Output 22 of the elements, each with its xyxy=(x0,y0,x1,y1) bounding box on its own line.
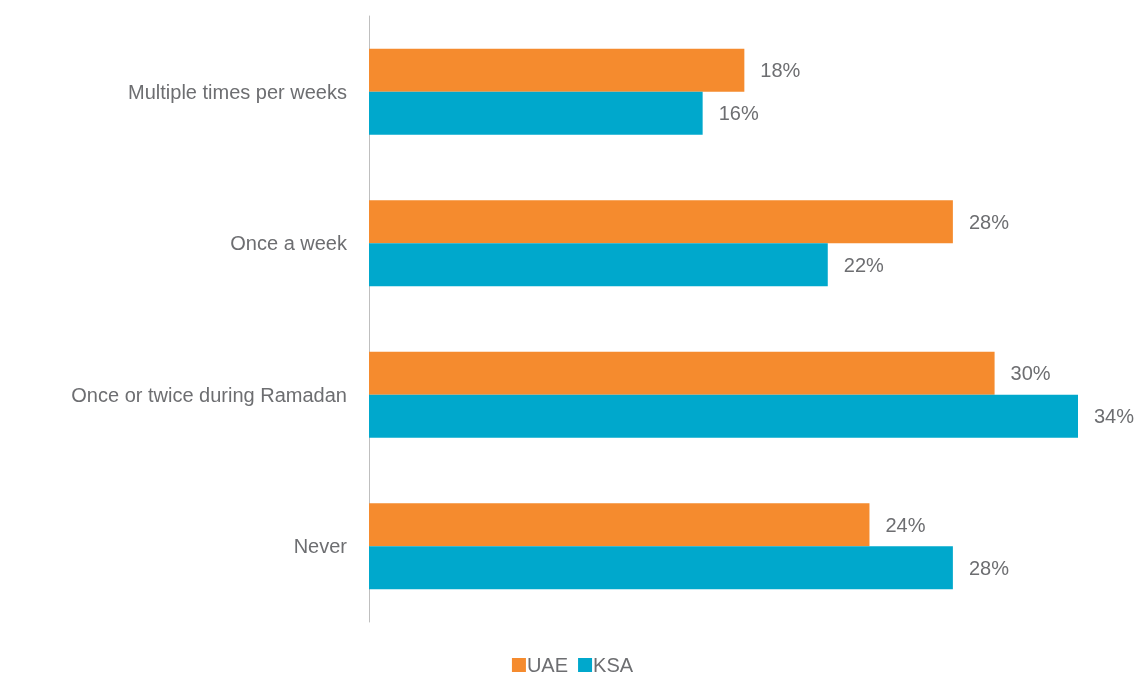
bar xyxy=(369,91,703,135)
bar xyxy=(369,243,828,287)
data-label: 22% xyxy=(843,253,885,276)
y-tick-label: Once a week xyxy=(230,232,348,255)
y-tick-label: Multiple times per weeks xyxy=(128,80,347,103)
data-label: 30% xyxy=(1010,362,1051,385)
data-label: 24% xyxy=(885,513,926,536)
y-tick-label: Never xyxy=(293,535,348,558)
data-label: 34% xyxy=(1094,405,1135,428)
bar xyxy=(369,200,953,244)
y-tick-label: Once or twice during Ramadan xyxy=(71,383,347,406)
data-label: 28% xyxy=(968,556,1010,579)
data-label: 18% xyxy=(760,59,801,82)
bar xyxy=(369,48,745,92)
bar xyxy=(369,351,995,395)
bar xyxy=(369,546,953,590)
legend-label: UAE xyxy=(526,654,569,676)
bar xyxy=(369,394,1078,438)
data-label: 28% xyxy=(968,210,1010,233)
bar xyxy=(369,503,870,547)
legend-label: KSA xyxy=(593,654,634,676)
data-label: 16% xyxy=(718,102,759,125)
